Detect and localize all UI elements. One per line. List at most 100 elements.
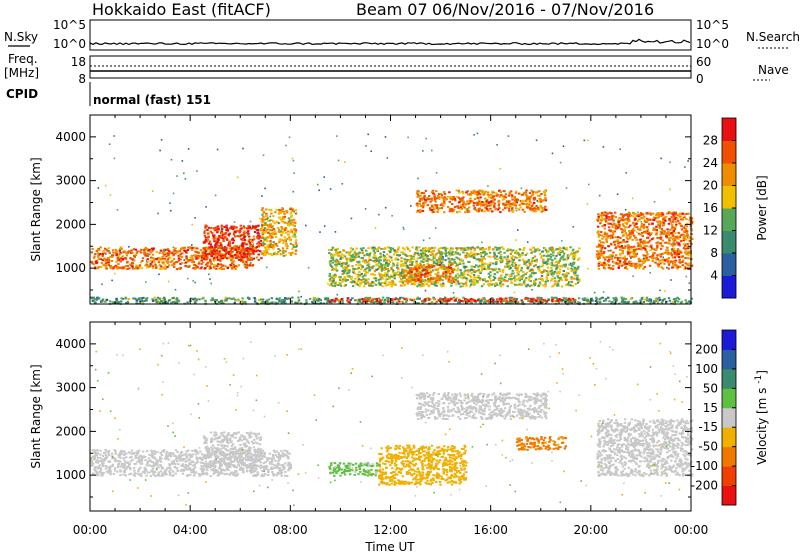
data-cell (477, 274, 480, 277)
data-cell (413, 253, 416, 256)
data-cell (533, 255, 537, 258)
data-cell (528, 200, 531, 203)
data-cell (262, 215, 265, 218)
data-cell (350, 275, 354, 278)
data-cell (633, 225, 636, 228)
data-cell (419, 194, 422, 197)
data-cell (234, 235, 237, 238)
data-cell (521, 208, 525, 211)
data-cell (646, 236, 649, 239)
data-cell (473, 281, 476, 284)
data-cell (429, 273, 432, 276)
data-cell (639, 229, 642, 231)
data-cell (362, 278, 365, 281)
data-cell (656, 220, 659, 223)
data-cell (332, 278, 336, 281)
data-cell (602, 256, 606, 259)
data-cell (194, 254, 198, 257)
data-cell (149, 265, 152, 268)
data-cell (260, 220, 263, 223)
data-cell (373, 270, 377, 273)
data-cell (608, 300, 611, 303)
data-cell (439, 297, 442, 300)
data-cell (639, 245, 642, 248)
data-cell (557, 261, 560, 264)
data-cell (610, 218, 614, 221)
data-cell (416, 270, 419, 273)
data-cell (582, 298, 586, 301)
data-cell (643, 245, 646, 248)
data-cell (661, 213, 665, 216)
data-cell (478, 193, 482, 196)
data-cell (660, 244, 663, 247)
data-cell (372, 256, 375, 259)
data-cell (686, 247, 689, 250)
data-cell (525, 189, 528, 192)
data-cell (239, 234, 242, 237)
data-cell (386, 265, 390, 267)
data-cell (387, 299, 390, 302)
data-cell (213, 237, 216, 240)
data-cell (511, 282, 514, 285)
data-cell (341, 280, 344, 283)
data-cell (111, 249, 115, 252)
data-cell (495, 261, 498, 263)
data-cell (649, 300, 652, 303)
data-cell (393, 249, 396, 252)
data-cell (250, 258, 253, 261)
data-cell (119, 246, 122, 249)
data-cell (277, 250, 280, 253)
data-cell (231, 267, 234, 270)
data-cell (286, 247, 289, 250)
data-cell (384, 284, 388, 287)
data-cell (254, 250, 258, 253)
data-cell (409, 259, 413, 262)
data-cell (530, 209, 533, 212)
data-cell (531, 260, 534, 262)
data-cell (547, 258, 550, 261)
data-cell (560, 264, 564, 267)
data-cell (607, 216, 611, 219)
data-cell (207, 232, 210, 235)
data-cell (470, 268, 473, 271)
data-cell (673, 237, 676, 240)
data-cell (499, 297, 502, 300)
data-cell (416, 249, 419, 252)
data-cell (271, 254, 274, 257)
data-cell (255, 256, 258, 259)
data-cell (462, 196, 465, 199)
data-cell (534, 264, 537, 266)
data-cell (644, 230, 648, 233)
data-cell (264, 238, 267, 241)
data-cell (513, 264, 516, 267)
data-cell (448, 252, 451, 255)
data-cell (390, 268, 393, 271)
data-cell (257, 299, 261, 301)
data-cell (555, 254, 558, 257)
data-cell (337, 262, 340, 265)
data-cell (171, 259, 174, 262)
data-cell (251, 264, 255, 266)
data-cell (424, 298, 427, 301)
data-cell (433, 247, 436, 249)
data-cell (243, 241, 246, 244)
data-cell (212, 248, 216, 251)
data-cell (214, 259, 217, 262)
data-cell (479, 196, 482, 199)
data-cell (207, 238, 210, 241)
data-cell (283, 221, 286, 224)
data-cell (377, 283, 380, 286)
data-cell (544, 283, 547, 286)
data-cell (459, 285, 462, 288)
data-cell (367, 263, 371, 266)
data-cell (239, 252, 242, 255)
data-cell (514, 256, 517, 259)
data-cell (155, 258, 158, 261)
data-cell (612, 222, 615, 225)
data-cell (232, 225, 235, 228)
data-cell (494, 257, 497, 260)
data-cell (438, 196, 441, 199)
data-cell (475, 264, 478, 267)
data-cell (446, 271, 449, 274)
data-cell (565, 277, 568, 280)
